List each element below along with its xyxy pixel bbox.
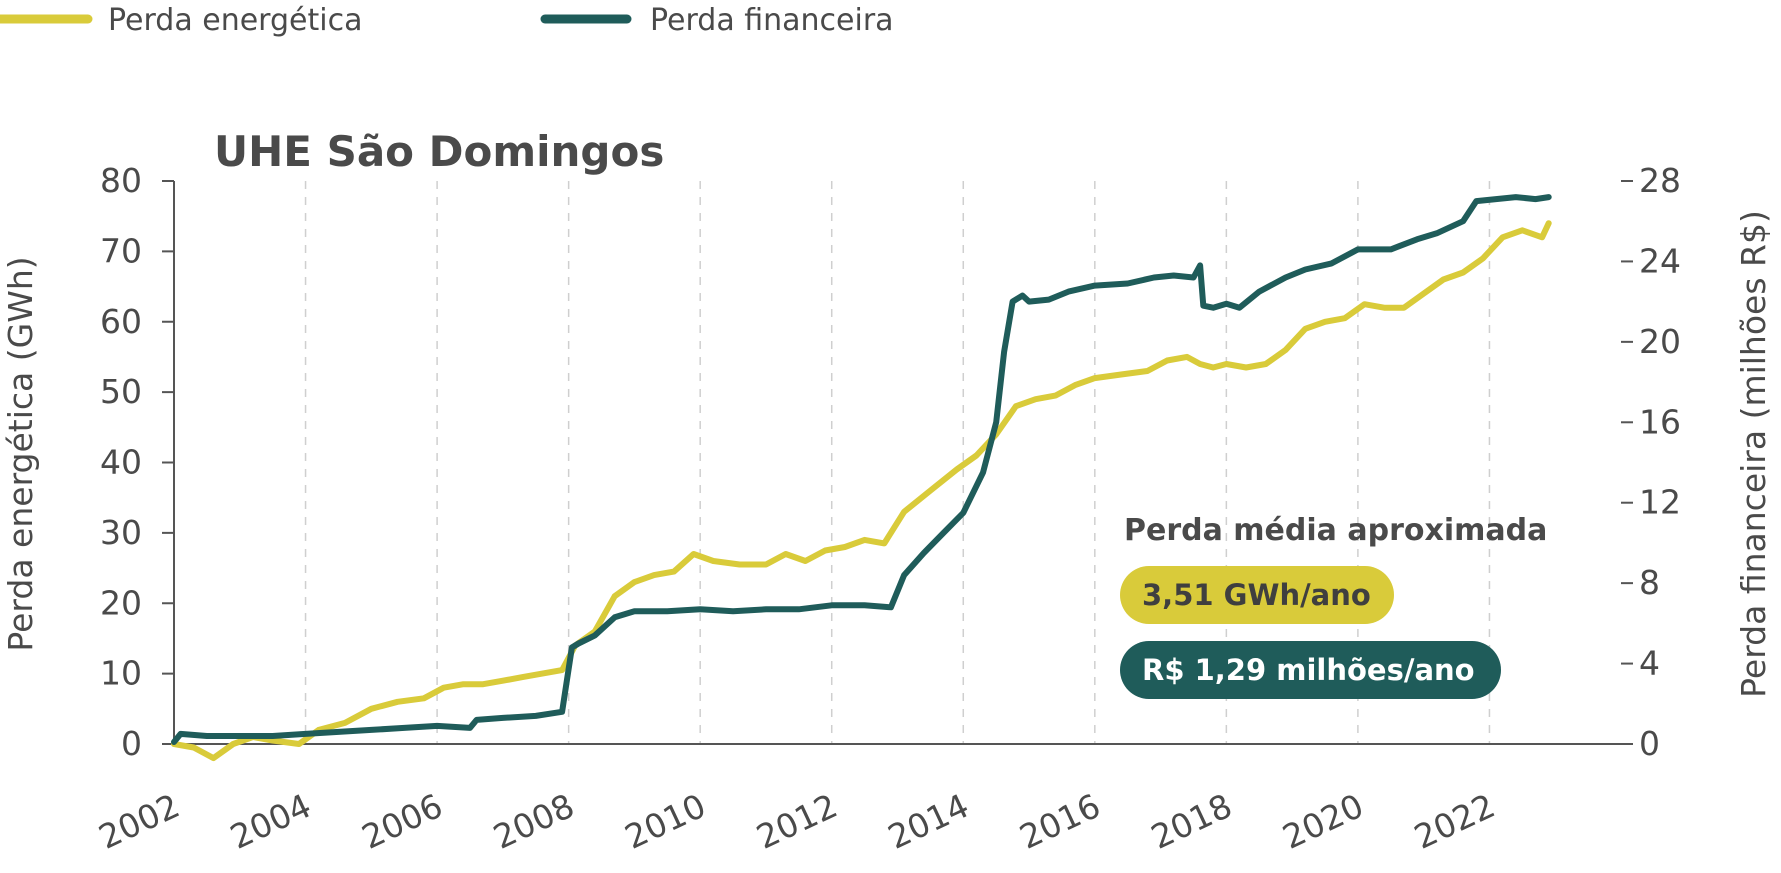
y-axis-title-left: Perda energética (GWh) [1, 256, 40, 651]
y-tick-label-right: 12 [1639, 483, 1681, 522]
x-tick-label: 2018 [1145, 786, 1238, 857]
y-axis-title-right: Perda financeira (milhões R$) [1734, 210, 1773, 698]
x-tick-label: 2008 [487, 786, 580, 857]
x-tick-label: 2010 [619, 786, 712, 857]
x-tick-label: 2014 [882, 786, 975, 857]
y-tick-label-left: 20 [100, 583, 142, 622]
y-tick-label-right: 28 [1639, 161, 1681, 200]
y-tick-label-left: 70 [100, 231, 142, 270]
legend-label-financeira: Perda financeira [650, 3, 894, 38]
x-tick-label: 2004 [224, 786, 317, 857]
y-tick-label-right: 16 [1639, 402, 1681, 441]
x-tick-label: 2016 [1014, 786, 1107, 857]
annotation-title: Perda média aproximada [1124, 513, 1547, 548]
average-loss-annotation: Perda média aproximada 3,51 GWh/ano R$ 1… [1120, 513, 1547, 699]
y-tick-label-left: 30 [100, 513, 142, 552]
y-tick-label-right: 24 [1639, 241, 1681, 280]
axes [162, 180, 1633, 745]
y-tick-label-right: 8 [1639, 563, 1660, 602]
legend-label-energetica: Perda energética [108, 3, 362, 38]
x-tick-label: 2012 [751, 786, 844, 857]
y-tick-label-left: 40 [100, 443, 142, 482]
y-tick-label-right: 0 [1639, 724, 1660, 763]
y-tick-label-left: 60 [100, 302, 142, 341]
series-line-perda-energetica [171, 220, 1552, 762]
badge-energy [1120, 566, 1394, 624]
x-tick-label: 2002 [93, 786, 186, 857]
x-tick-label: 2020 [1277, 786, 1370, 857]
chart-title: UHE São Domingos [214, 127, 664, 176]
y-tick-label-left: 10 [100, 654, 142, 693]
y-tick-label-left: 80 [100, 161, 142, 200]
series-lines [171, 194, 1552, 762]
x-tick-label: 2006 [356, 786, 449, 857]
y-tick-label-right: 4 [1639, 644, 1660, 683]
legend: Perda energética Perda financeira [0, 3, 894, 38]
y-tick-label-left: 50 [100, 372, 142, 411]
y-tick-label-right: 20 [1639, 322, 1681, 361]
y-tick-label-left: 0 [121, 724, 142, 763]
badge-energy-label: 3,51 GWh/ano [1142, 578, 1371, 612]
series-line-perda-financeira [171, 194, 1552, 745]
x-tick-label: 2022 [1408, 786, 1501, 857]
tick-labels: 2002 2004 2006 2008 2010 2012 2014 2016 2018 2020… [93, 161, 1681, 857]
badge-financial-label: R$ 1,29 milhões/ano [1142, 653, 1475, 687]
badge-financial [1120, 641, 1501, 699]
